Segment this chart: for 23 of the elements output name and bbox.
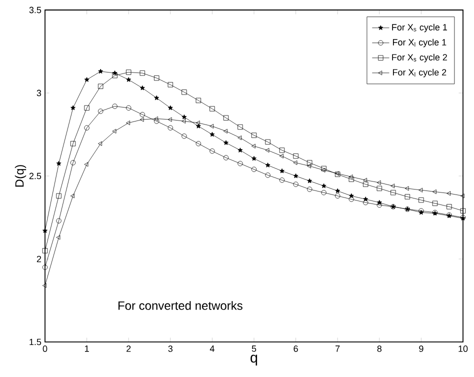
legend-label: For X$_{s}$ cycle 1: [392, 24, 447, 32]
y-tick-label: 2.5: [29, 172, 42, 180]
x-tick-label: 4: [210, 346, 214, 352]
y-tick-label: 3.5: [29, 6, 42, 14]
y-tick-label: 1.5: [30, 338, 42, 346]
y-axis-title: D(q): [14, 165, 26, 187]
legend-label: For X$_{l}$ cycle 2: [392, 68, 446, 78]
x-tick-label: 5: [252, 346, 256, 352]
annotation: For converted networks: [118, 301, 242, 310]
x-tick-label: 10: [458, 346, 468, 352]
x-tick-label: 7: [336, 346, 340, 352]
legend-label: For X$_{l}$ cycle 1: [392, 38, 446, 48]
x-axis-title: q: [250, 354, 258, 366]
x-tick-label: 6: [294, 346, 298, 352]
y-tick-label: 2: [36, 256, 42, 262]
y-tick-label: 3: [36, 90, 42, 96]
x-tick-label: 1: [84, 346, 89, 352]
x-tick-label: 8: [377, 346, 382, 352]
x-tick-label: 9: [419, 346, 424, 352]
legend-label: For X$_{s}$ cycle 2: [392, 54, 447, 62]
x-tick-label: 3: [168, 346, 173, 352]
x-tick-label: 0: [42, 346, 48, 352]
x-tick-label: 2: [126, 346, 131, 352]
